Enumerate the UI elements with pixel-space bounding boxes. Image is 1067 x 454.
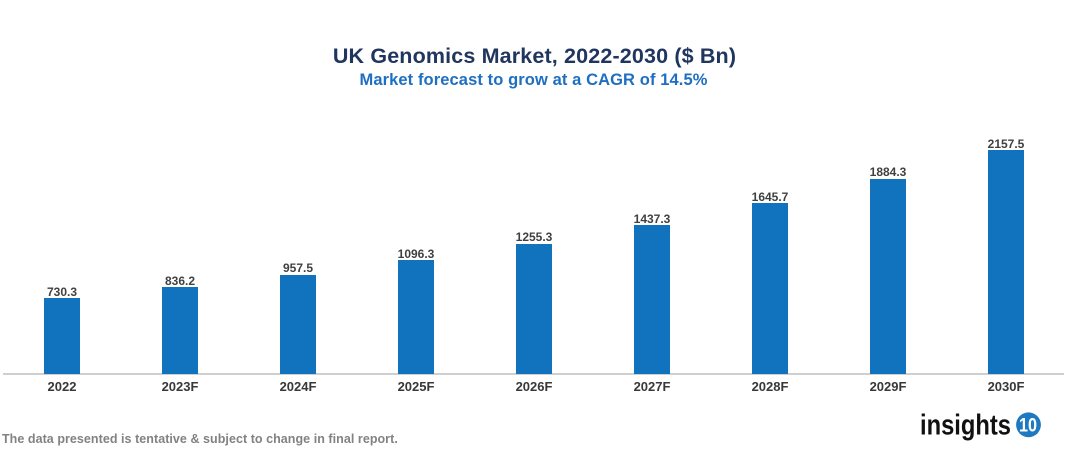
svg-text:10: 10	[1019, 416, 1037, 437]
svg-text:insights: insights	[920, 410, 1011, 442]
